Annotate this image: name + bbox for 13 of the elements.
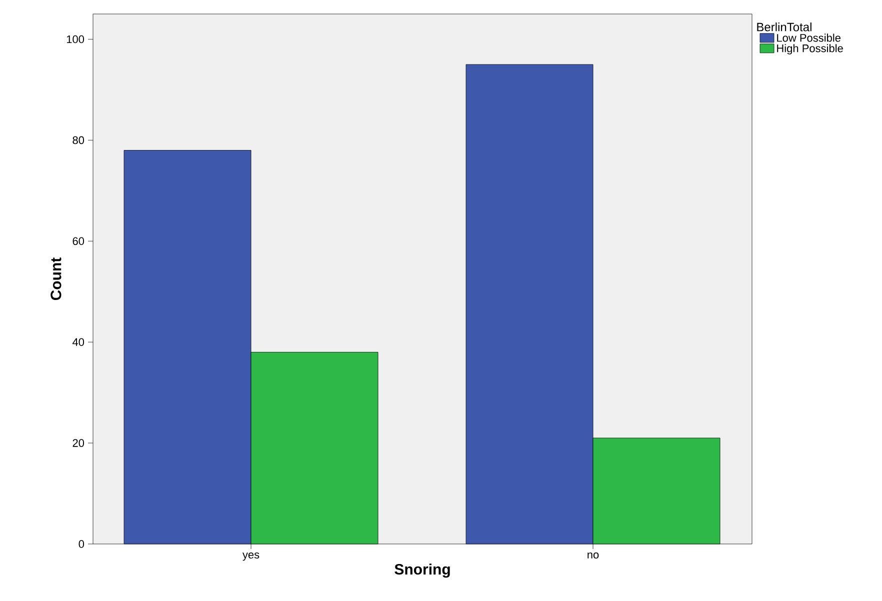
y-tick-label: 20 <box>72 439 84 447</box>
x-tick-label: yes <box>242 552 260 561</box>
legend-label: Low Possible <box>777 34 840 42</box>
legend-label: High Possible <box>777 44 843 54</box>
y-tick-label: 0 <box>78 540 84 548</box>
y-tick-label: 40 <box>72 338 84 346</box>
y-tick-label: 100 <box>66 35 84 44</box>
y-tick-label: 60 <box>72 237 84 246</box>
y-axis-title: Count <box>50 258 62 300</box>
y-tick-label: 80 <box>72 136 84 144</box>
x-axis-title: Snoring <box>394 564 450 578</box>
x-tick-label: no <box>588 552 599 559</box>
legend-title: BerlinTotal <box>757 22 812 32</box>
